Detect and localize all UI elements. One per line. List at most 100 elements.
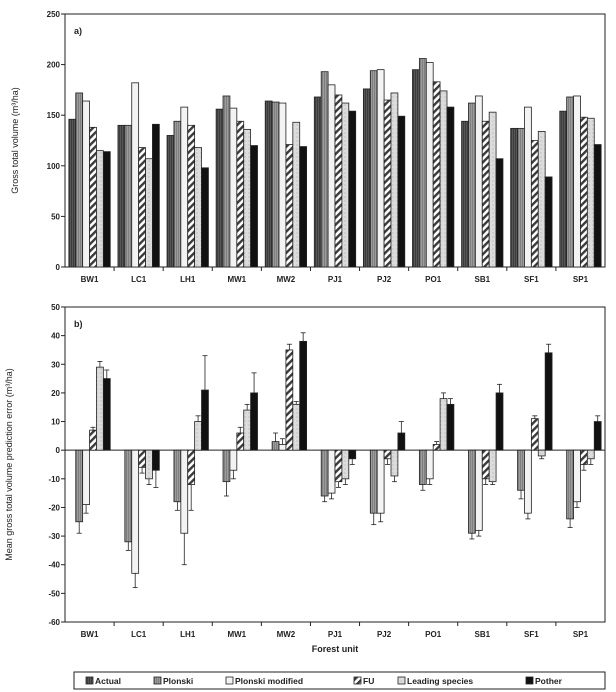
bar-pother-pj2 <box>397 115 406 268</box>
bar-plonski-modified-sb1 <box>474 449 483 531</box>
x-tick-label-bw1: BW1 <box>81 275 99 284</box>
y-tick-label: 50 <box>51 303 60 312</box>
x-tick-label-pj1: PJ1 <box>328 275 343 284</box>
legend-swatch-actual <box>85 676 94 685</box>
bar-plonski-mw1 <box>222 95 231 268</box>
bar-leading-species-lc1 <box>145 449 153 480</box>
legend-swatch-leading-species <box>397 676 406 685</box>
legend-swatch-plonski <box>153 676 162 685</box>
bar-pother-bw1 <box>102 378 111 451</box>
x-tick-label-pj2: PJ2 <box>377 630 392 639</box>
legend-swatch-pother <box>525 676 534 685</box>
bar-leading-species-bw1 <box>96 150 104 268</box>
bar-plonski-modified-po1 <box>425 62 434 268</box>
bar-actual-lc1 <box>117 124 126 268</box>
bar-leading-species-pj1 <box>341 449 350 480</box>
bar-plonski-modified-pj2 <box>376 69 385 268</box>
bar-pother-mw2 <box>299 146 308 268</box>
bar-fu-mw1 <box>236 120 245 268</box>
bar-fu-lh1 <box>187 449 196 485</box>
x-tick-label-sf1: SF1 <box>524 275 539 284</box>
x-tick-label-po1: PO1 <box>425 275 442 284</box>
bar-leading-species-pj2 <box>390 449 399 477</box>
bar-actual-lh1 <box>166 135 175 268</box>
bar-pother-bw1 <box>102 151 111 268</box>
bar-pother-lc1 <box>152 123 160 268</box>
bar-leading-species-sp1 <box>586 117 595 268</box>
bar-plonski-modified-bw1 <box>82 449 90 505</box>
bar-plonski-modified-sb1 <box>474 95 483 268</box>
bar-pother-mw1 <box>250 145 258 268</box>
bar-pother-sf1 <box>544 176 553 268</box>
panel-label: a) <box>74 26 82 36</box>
bar-leading-species-sf1 <box>537 449 546 457</box>
bar-fu-pj2 <box>383 99 392 268</box>
x-tick-label-pj1: PJ1 <box>328 630 343 639</box>
bar-fu-mw1 <box>236 432 245 451</box>
bar-plonski-po1 <box>418 58 427 268</box>
bar-plonski-modified-lc1 <box>131 82 140 268</box>
x-tick-label-mw1: MW1 <box>227 630 246 639</box>
x-tick-label-lh1: LH1 <box>180 630 196 639</box>
bar-fu-lc1 <box>138 147 146 268</box>
legend-swatch-fu <box>353 676 362 685</box>
y-tick-label: -20 <box>48 503 60 512</box>
bar-plonski-mw1 <box>222 449 231 483</box>
y-tick-label: 50 <box>51 212 60 221</box>
bar-leading-species-mw1 <box>243 409 252 451</box>
bar-plonski-sb1 <box>468 102 476 268</box>
y-tick-label: 250 <box>47 10 61 19</box>
x-tick-label-sp1: SP1 <box>573 275 589 284</box>
bar-plonski-modified-sp1 <box>573 95 581 268</box>
bar-pother-mw1 <box>250 392 258 451</box>
bar-pother-sb1 <box>495 392 504 451</box>
legend: Actual Plonski Plonski modified FU Leading s… <box>73 671 606 690</box>
x-tick-label-mw2: MW2 <box>277 630 296 639</box>
bar-leading-species-mw1 <box>243 128 252 268</box>
bar-pother-po1 <box>446 403 455 451</box>
bar-fu-sb1 <box>481 120 490 268</box>
bar-pother-pj1 <box>348 110 357 268</box>
bar-fu-mw2 <box>285 144 294 268</box>
bar-actual-bw1 <box>68 118 77 268</box>
y-tick-label: 0 <box>56 446 61 455</box>
bar-actual-mw2 <box>264 100 273 268</box>
x-tick-label-mw1: MW1 <box>227 275 246 284</box>
bar-actual-po1 <box>412 69 420 268</box>
bar-actual-pj1 <box>313 96 322 268</box>
x-tick-label-lc1: LC1 <box>131 630 147 639</box>
y-tick-label: 20 <box>51 389 60 398</box>
y-axis-label: Gross total volume (m³/ha) <box>10 87 20 194</box>
y-tick-label: 30 <box>51 360 60 369</box>
bar-leading-species-po1 <box>439 90 448 268</box>
bar-pother-lc1 <box>152 449 160 471</box>
x-tick-label-sp1: SP1 <box>573 630 589 639</box>
bar-leading-species-mw2 <box>292 403 301 451</box>
x-tick-label-lc1: LC1 <box>131 275 147 284</box>
bar-fu-sp1 <box>580 116 588 268</box>
bar-pother-po1 <box>446 106 455 268</box>
bar-plonski-modified-pj1 <box>327 449 336 494</box>
panel-a: 0 50 100 150 200 250 a) Gross total volume (m³/… <box>10 10 606 284</box>
bar-fu-pj2 <box>383 449 392 460</box>
bar-pother-pj2 <box>397 432 406 451</box>
bar-pother-mw2 <box>299 340 308 451</box>
bar-leading-species-pj1 <box>341 102 350 268</box>
x-tick-label-sf1: SF1 <box>524 630 539 639</box>
bar-leading-species-lh1 <box>194 421 202 451</box>
bar-plonski-modified-pj2 <box>376 449 385 514</box>
y-tick-label: -50 <box>48 589 60 598</box>
y-tick-label: 150 <box>47 111 61 120</box>
bar-plonski-sf1 <box>517 127 525 268</box>
y-tick-label: -10 <box>48 475 60 484</box>
bar-plonski-modified-lh1 <box>180 106 189 268</box>
bar-plonski-modified-po1 <box>425 449 434 480</box>
bar-plonski-modified-mw1 <box>229 107 238 268</box>
legend-label-plonski-modified: Plonski modified <box>235 676 303 686</box>
bar-plonski-modified-sf1 <box>524 449 532 514</box>
x-tick-label-mw2: MW2 <box>277 275 296 284</box>
bar-plonski-modified-bw1 <box>82 100 90 268</box>
bar-pother-sb1 <box>495 158 504 268</box>
bar-plonski-po1 <box>418 449 427 485</box>
